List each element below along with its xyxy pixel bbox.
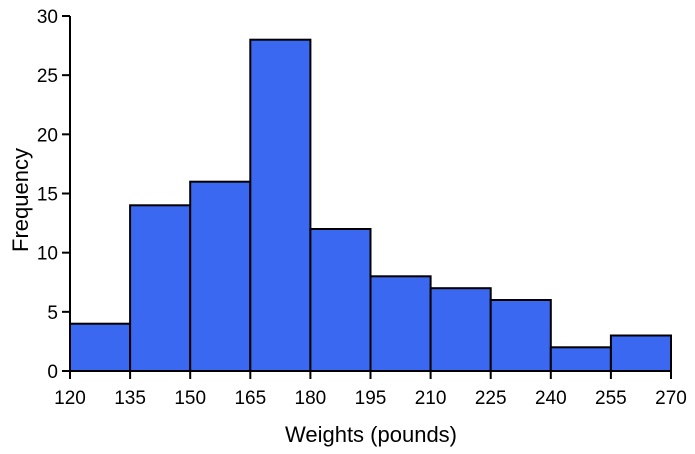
axes-group: 0 5 10 15 20 25 30 120 135 150 165 180 195 210 225 240 2…: [37, 7, 687, 409]
x-tick-label: 255: [595, 388, 627, 409]
histogram-bar: [609, 334, 673, 372]
x-tick-label: 270: [655, 388, 687, 409]
bars-group: [69, 38, 673, 373]
y-tick-label: 25: [37, 66, 58, 87]
x-tick-label: 210: [415, 388, 447, 409]
histogram-bar: [489, 299, 552, 372]
x-tick-label: 225: [475, 388, 507, 409]
x-tick-label: 165: [234, 388, 266, 409]
y-tick-label: 10: [37, 244, 58, 265]
histogram-bar: [369, 275, 432, 372]
y-tick-label: 5: [47, 303, 58, 324]
x-tick-label: 120: [54, 388, 86, 409]
histogram-bar: [309, 228, 372, 372]
x-tick-label: 135: [114, 388, 146, 409]
x-tick-label: 240: [535, 388, 567, 409]
y-tick-label: 15: [37, 185, 58, 206]
y-tick-label: 20: [37, 125, 58, 146]
y-tick-label: 0: [47, 362, 58, 383]
y-tick-label: 30: [37, 7, 58, 28]
x-tick-label: 180: [295, 388, 327, 409]
x-tick-label: 195: [355, 388, 387, 409]
x-tick-label: 150: [174, 388, 206, 409]
histogram-bar: [189, 180, 252, 372]
histogram-bar: [429, 287, 492, 373]
histogram-bar: [249, 38, 312, 372]
histogram-bar: [129, 204, 192, 372]
x-axis-title: Weights (pounds): [285, 422, 457, 447]
histogram-bar: [69, 322, 132, 373]
y-axis-title: Frequency: [8, 148, 33, 252]
histogram-bar: [549, 346, 612, 372]
